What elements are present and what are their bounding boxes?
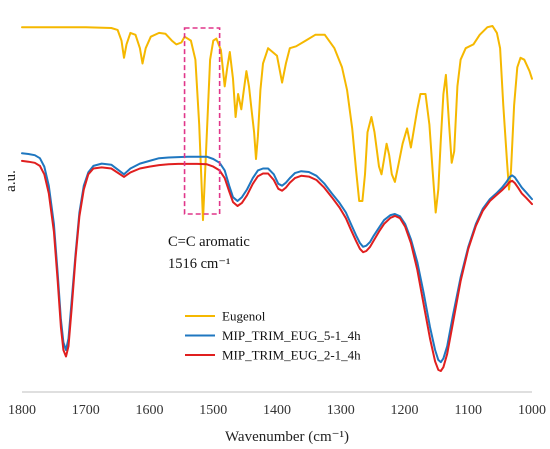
x-axis-ticks: 1800 1700 1600 1500 1400 1300 1200 1100 1000 xyxy=(8,403,546,418)
plot-area: 1800 1700 1600 1500 1400 1300 1200 1100 1000 C=C… xyxy=(8,25,546,418)
annotation-highlight-box xyxy=(183,27,221,215)
x-tick-label: 1600 xyxy=(136,403,164,418)
x-tick-label: 1200 xyxy=(391,403,419,418)
x-tick-label: 1400 xyxy=(263,403,291,418)
y-axis-label-group: a.u. xyxy=(3,170,19,192)
series-line-3 xyxy=(21,159,533,372)
x-tick-label: 1800 xyxy=(8,403,36,418)
x-axis-label: Wavenumber (cm⁻¹) xyxy=(225,429,349,445)
legend-label-2: MIP_TRIM_EUG_5-1_4h xyxy=(222,328,361,343)
annotation-text-line2: 1516 cm⁻¹ xyxy=(168,256,230,272)
annotation-text-line1: C=C aromatic xyxy=(168,234,250,250)
x-tick-label: 1300 xyxy=(327,403,355,418)
x-tick-label: 1000 xyxy=(518,403,546,418)
x-tick-label: 1100 xyxy=(455,403,482,418)
y-axis-label: a.u. xyxy=(3,170,19,192)
legend: Eugenol MIP_TRIM_EUG_5-1_4h MIP_TRIM_EUG_2… xyxy=(185,309,361,363)
x-tick-label: 1500 xyxy=(199,403,227,418)
legend-label-3: MIP_TRIM_EUG_2-1_4h xyxy=(222,348,361,363)
series-line-1 xyxy=(21,25,533,222)
x-tick-label: 1700 xyxy=(72,403,100,418)
legend-label-1: Eugenol xyxy=(222,309,266,324)
series-lines xyxy=(21,25,533,372)
